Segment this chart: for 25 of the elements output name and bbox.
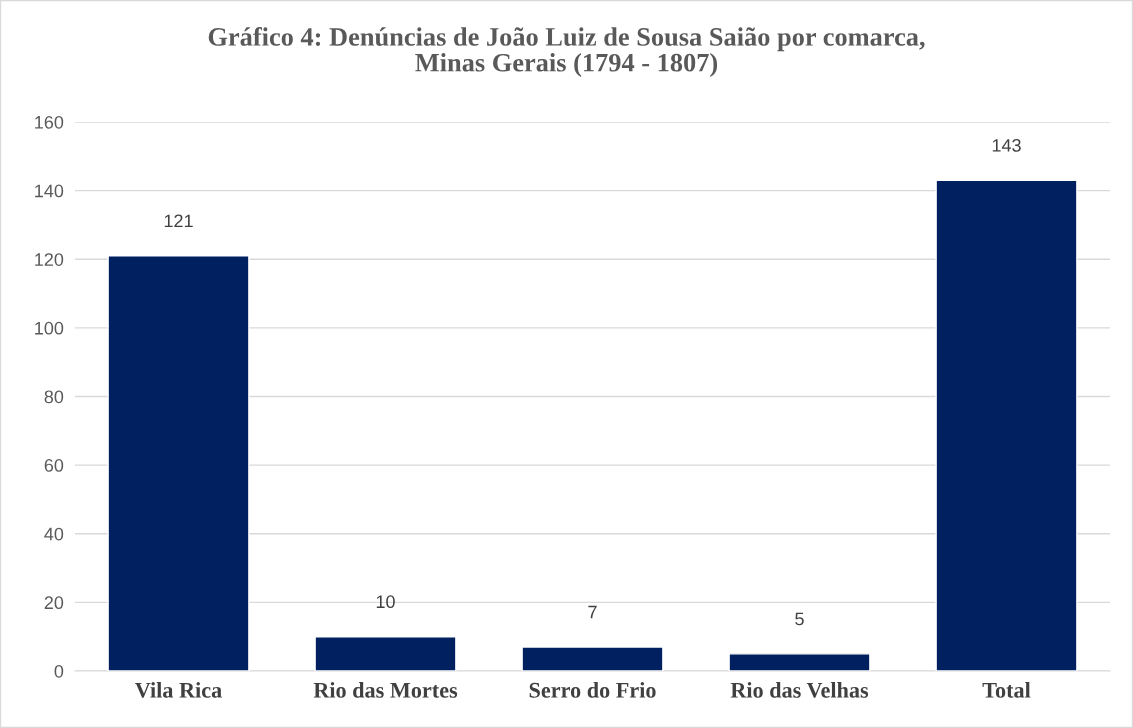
bar [107,255,250,671]
y-tick-label: 0 [54,664,64,678]
y-tick-label: 100 [35,321,64,335]
bar [521,646,664,671]
y-tick-label: 40 [44,527,64,541]
x-tick-label: Rio das Velhas [730,682,869,698]
x-tick-label: Total [982,682,1031,698]
y-tick-label: 80 [44,390,64,404]
bar [935,179,1078,671]
data-label: 7 [588,605,597,619]
y-tick-label: 120 [35,253,64,266]
y-tick-label: 140 [35,184,64,198]
data-label: 121 [164,214,193,228]
y-tick-label: 60 [44,459,64,472]
data-label: 10 [376,595,395,609]
y-tick-label: 20 [44,596,64,610]
x-tick-label: Vila Rica [135,682,222,698]
data-label: 5 [795,612,804,626]
data-label: 143 [992,138,1021,152]
y-tick-label: 160 [35,115,64,129]
x-tick-label: Serro do Frio [529,682,656,698]
bar [314,635,457,671]
chart-title: Gráfico 4: Denúncias de João Luiz de Sousa Saião por comarca, Minas Gerais (1794 - 1807) [208,27,925,77]
bar [728,653,871,671]
x-tick-label: Rio das Mortes [313,682,458,698]
